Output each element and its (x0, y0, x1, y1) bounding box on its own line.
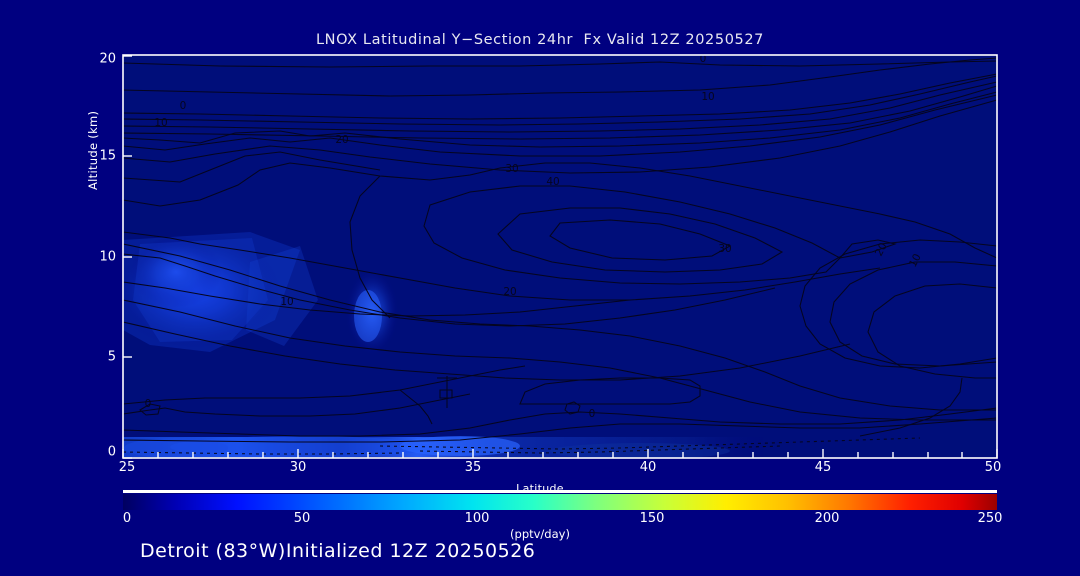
chart-title: LNOX Latitudinal Y−Section 24hr Fx Valid… (315, 32, 765, 48)
y-tick-label: 20 (99, 51, 116, 67)
x-tick-label: 25 (118, 460, 136, 475)
svg-text:0: 0 (700, 53, 707, 65)
colorbar-tick-label: 0 (122, 511, 132, 526)
x-tick-label: 30 (289, 460, 307, 475)
x-axis-ticks (122, 449, 998, 458)
contour-lines (123, 57, 997, 455)
y-axis-label: Altitude (km) (86, 110, 100, 190)
contour-label-group: 0 10 0 10 20 30 40 30 20 10 20 10 0 0 (145, 53, 924, 420)
x-tick-label: 50 (984, 460, 1002, 475)
colorbar-tick-label: 50 (293, 511, 311, 526)
svg-text:10: 10 (701, 91, 714, 103)
x-tick-label: 40 (639, 460, 657, 475)
colorbar-gradient (123, 494, 997, 510)
svg-text:30: 30 (505, 163, 518, 175)
x-axis-label: Latitude (516, 482, 564, 495)
y-tick-label: 0 (107, 444, 116, 460)
svg-text:40: 40 (546, 176, 559, 188)
svg-text:0: 0 (589, 408, 596, 420)
x-tick-label: 35 (464, 460, 482, 475)
figure-footer-label: Detroit (83°W)Initialized 12Z 20250526 (140, 540, 536, 562)
y-tick-label: 15 (99, 148, 116, 164)
svg-text:30: 30 (718, 243, 731, 255)
filled-field (123, 232, 763, 458)
svg-text:0: 0 (145, 398, 152, 410)
x-tick-label: 45 (814, 460, 832, 475)
colorbar-tick-label: 200 (814, 511, 840, 526)
colorbar-tick-label: 100 (464, 511, 490, 526)
colorbar-tick-label: 250 (977, 511, 1003, 526)
svg-text:20: 20 (873, 241, 890, 258)
colorbar-top-rule (123, 490, 997, 493)
colorbar-tick-label: 150 (639, 511, 665, 526)
svg-text:20: 20 (335, 134, 348, 146)
svg-text:20: 20 (503, 286, 516, 298)
y-axis-ticks (123, 55, 132, 459)
colorbar-units-label: (pptv/day) (510, 527, 570, 541)
svg-text:0: 0 (180, 100, 187, 112)
svg-text:10: 10 (154, 117, 167, 129)
svg-text:10: 10 (907, 252, 924, 269)
y-tick-label: 5 (107, 349, 116, 365)
y-tick-label: 10 (99, 249, 116, 265)
svg-text:10: 10 (280, 296, 293, 308)
